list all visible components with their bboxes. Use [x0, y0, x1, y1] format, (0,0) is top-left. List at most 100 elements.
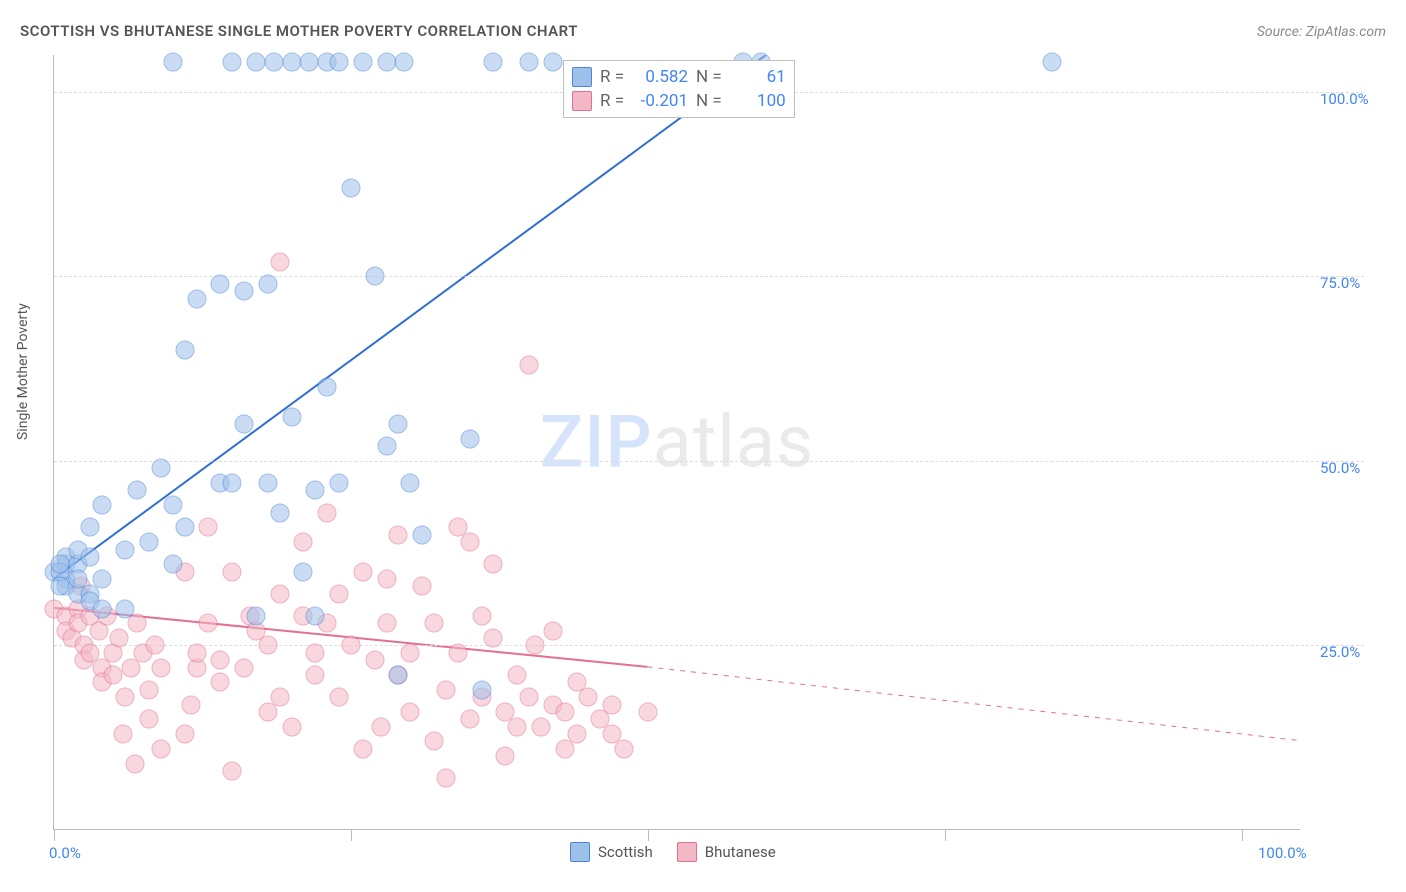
legend-item-bhutanese: Bhutanese — [677, 842, 776, 862]
legend-categories: Scottish Bhutanese — [570, 842, 776, 862]
legend-n-bhutanese: 100 — [730, 91, 786, 111]
y-tick-label: 25.0% — [1320, 643, 1360, 661]
point-bhutanese — [371, 717, 390, 736]
point-scottish — [211, 274, 230, 293]
y-tick-label: 75.0% — [1320, 274, 1360, 292]
point-bhutanese — [555, 702, 574, 721]
point-bhutanese — [425, 614, 444, 633]
point-bhutanese — [365, 651, 384, 670]
point-scottish — [341, 178, 360, 197]
point-bhutanese — [520, 356, 539, 375]
point-bhutanese — [401, 643, 420, 662]
point-bhutanese — [181, 695, 200, 714]
x-tick — [1242, 829, 1243, 841]
point-scottish — [246, 53, 265, 72]
gridline-h — [54, 461, 1364, 462]
point-bhutanese — [508, 717, 527, 736]
point-scottish — [300, 53, 319, 72]
point-bhutanese — [282, 717, 301, 736]
point-bhutanese — [436, 769, 455, 788]
point-scottish — [264, 53, 283, 72]
trend-lines-svg — [54, 55, 1300, 829]
point-scottish — [116, 599, 135, 618]
point-scottish — [472, 680, 491, 699]
point-bhutanese — [638, 702, 657, 721]
point-scottish — [484, 53, 503, 72]
point-scottish — [306, 606, 325, 625]
point-scottish — [395, 53, 414, 72]
point-bhutanese — [223, 562, 242, 581]
trend-line — [647, 667, 1299, 741]
point-bhutanese — [199, 518, 218, 537]
x-tick-label-max: 100.0% — [1258, 844, 1307, 862]
point-bhutanese — [223, 761, 242, 780]
point-scottish — [258, 474, 277, 493]
point-scottish — [116, 540, 135, 559]
trend-line — [54, 55, 766, 578]
legend-cat-label-bhutanese: Bhutanese — [705, 843, 776, 861]
point-scottish — [175, 341, 194, 360]
point-bhutanese — [520, 688, 539, 707]
point-bhutanese — [258, 636, 277, 655]
point-bhutanese — [525, 636, 544, 655]
point-bhutanese — [460, 533, 479, 552]
point-bhutanese — [187, 643, 206, 662]
point-scottish — [520, 53, 539, 72]
legend-n-scottish: 61 — [730, 67, 786, 87]
point-bhutanese — [484, 555, 503, 574]
point-scottish — [92, 496, 111, 515]
point-scottish — [235, 415, 254, 434]
point-bhutanese — [377, 570, 396, 589]
point-scottish — [223, 474, 242, 493]
point-scottish — [377, 437, 396, 456]
point-scottish — [365, 267, 384, 286]
point-scottish — [92, 570, 111, 589]
point-bhutanese — [306, 666, 325, 685]
x-tick — [54, 829, 55, 841]
point-bhutanese — [413, 577, 432, 596]
y-tick-label: 50.0% — [1320, 459, 1360, 477]
point-bhutanese — [270, 252, 289, 271]
watermark: ZIPatlas — [540, 400, 814, 485]
point-bhutanese — [389, 525, 408, 544]
x-tick-label-min: 0.0% — [49, 844, 81, 862]
point-scottish — [353, 53, 372, 72]
x-tick — [648, 829, 649, 841]
point-bhutanese — [377, 614, 396, 633]
point-bhutanese — [330, 584, 349, 603]
point-bhutanese — [531, 717, 550, 736]
point-scottish — [330, 53, 349, 72]
point-bhutanese — [460, 710, 479, 729]
point-scottish — [187, 289, 206, 308]
point-bhutanese — [110, 629, 129, 648]
title-bar: SCOTTISH VS BHUTANESE SINGLE MOTHER POVE… — [20, 22, 1386, 40]
legend-swatch-bhutanese — [572, 91, 592, 111]
point-scottish — [270, 503, 289, 522]
point-scottish — [50, 577, 69, 596]
point-scottish — [163, 496, 182, 515]
watermark-atlas: atlas — [653, 400, 815, 485]
point-bhutanese — [270, 688, 289, 707]
point-bhutanese — [140, 710, 159, 729]
point-bhutanese — [425, 732, 444, 751]
point-scottish — [318, 378, 337, 397]
y-tick-label: 100.0% — [1320, 90, 1369, 108]
point-scottish — [401, 474, 420, 493]
point-scottish — [389, 415, 408, 434]
point-bhutanese — [341, 636, 360, 655]
point-bhutanese — [294, 533, 313, 552]
point-scottish — [294, 562, 313, 581]
point-bhutanese — [472, 606, 491, 625]
point-scottish — [175, 518, 194, 537]
point-bhutanese — [401, 702, 420, 721]
point-scottish — [140, 533, 159, 552]
chart-title: SCOTTISH VS BHUTANESE SINGLE MOTHER POVE… — [20, 22, 578, 40]
point-bhutanese — [318, 503, 337, 522]
x-tick — [351, 829, 352, 841]
point-scottish — [282, 407, 301, 426]
legend-cat-swatch-scottish — [570, 842, 590, 862]
point-scottish — [258, 274, 277, 293]
legend-r-bhutanese: -0.201 — [632, 91, 688, 111]
point-scottish — [377, 53, 396, 72]
legend-cat-label-scottish: Scottish — [598, 843, 653, 861]
